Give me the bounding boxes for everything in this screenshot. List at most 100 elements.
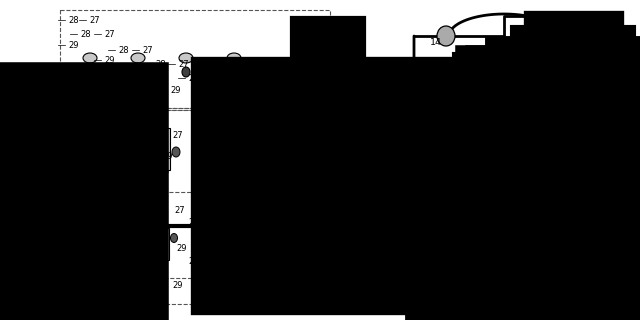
Text: 22: 22 bbox=[445, 122, 457, 131]
Text: 29: 29 bbox=[170, 85, 180, 94]
Text: 28: 28 bbox=[118, 45, 129, 54]
Text: 29: 29 bbox=[176, 244, 186, 252]
Text: 28: 28 bbox=[108, 242, 118, 251]
Text: 29: 29 bbox=[156, 269, 166, 278]
Text: 28: 28 bbox=[155, 60, 166, 68]
Ellipse shape bbox=[437, 26, 455, 46]
Text: 28: 28 bbox=[80, 29, 91, 38]
Text: 27: 27 bbox=[256, 231, 267, 241]
Ellipse shape bbox=[182, 67, 190, 77]
Ellipse shape bbox=[314, 234, 321, 243]
Text: 32: 32 bbox=[226, 171, 238, 180]
Ellipse shape bbox=[555, 142, 569, 154]
Text: 5: 5 bbox=[152, 140, 157, 148]
Bar bbox=[388, 64, 578, 154]
Circle shape bbox=[411, 59, 417, 65]
Text: 5: 5 bbox=[228, 231, 233, 241]
Ellipse shape bbox=[131, 53, 145, 63]
Text: 29: 29 bbox=[122, 148, 132, 156]
Bar bbox=[62, 138, 78, 180]
Text: FR.: FR. bbox=[50, 273, 68, 283]
Text: 29: 29 bbox=[200, 157, 211, 166]
Text: 27: 27 bbox=[104, 29, 115, 38]
Bar bbox=[251, 228, 265, 260]
Text: 27: 27 bbox=[218, 223, 228, 233]
Bar bbox=[110, 192, 390, 304]
Text: 28: 28 bbox=[30, 180, 40, 189]
Ellipse shape bbox=[227, 53, 241, 63]
Ellipse shape bbox=[156, 168, 168, 176]
Text: 28: 28 bbox=[108, 282, 118, 291]
Ellipse shape bbox=[595, 217, 605, 223]
Ellipse shape bbox=[205, 258, 215, 265]
Text: 4: 4 bbox=[420, 274, 426, 283]
Ellipse shape bbox=[423, 276, 433, 288]
Ellipse shape bbox=[595, 203, 605, 210]
Text: 33: 33 bbox=[570, 114, 582, 123]
Ellipse shape bbox=[52, 157, 60, 167]
Ellipse shape bbox=[595, 230, 605, 237]
Ellipse shape bbox=[222, 147, 230, 157]
Text: 20: 20 bbox=[594, 218, 606, 227]
Bar bbox=[111, 124, 121, 132]
Text: 27: 27 bbox=[142, 45, 152, 54]
Ellipse shape bbox=[528, 242, 540, 254]
Bar bbox=[157, 122, 167, 130]
Text: 34: 34 bbox=[330, 180, 342, 189]
Ellipse shape bbox=[195, 234, 202, 243]
Text: 5: 5 bbox=[62, 119, 67, 129]
Text: 25: 25 bbox=[541, 229, 553, 238]
Text: 26: 26 bbox=[462, 167, 474, 177]
Text: 30: 30 bbox=[494, 215, 506, 225]
Ellipse shape bbox=[126, 149, 134, 159]
Text: 17: 17 bbox=[497, 143, 509, 153]
Text: 24: 24 bbox=[609, 276, 621, 284]
Text: 6: 6 bbox=[330, 47, 336, 57]
Ellipse shape bbox=[266, 234, 273, 243]
Ellipse shape bbox=[609, 270, 619, 286]
Text: 35: 35 bbox=[419, 279, 431, 289]
Ellipse shape bbox=[144, 147, 152, 157]
Text: 27: 27 bbox=[212, 74, 223, 83]
Text: 5: 5 bbox=[196, 244, 201, 252]
Ellipse shape bbox=[86, 67, 94, 77]
Text: B-4: B-4 bbox=[564, 15, 585, 25]
Text: 28: 28 bbox=[108, 269, 118, 278]
Text: 27: 27 bbox=[172, 131, 182, 140]
Ellipse shape bbox=[595, 288, 605, 300]
Bar bbox=[108, 130, 124, 172]
Text: 14: 14 bbox=[366, 125, 378, 134]
Bar bbox=[65, 132, 75, 140]
Text: 1: 1 bbox=[430, 260, 436, 269]
Text: 29: 29 bbox=[188, 258, 198, 267]
Text: 5: 5 bbox=[116, 133, 121, 142]
Ellipse shape bbox=[591, 219, 601, 233]
Bar bbox=[476, 72, 564, 94]
Text: 35: 35 bbox=[607, 292, 619, 300]
Text: 29: 29 bbox=[78, 143, 88, 153]
Text: 29: 29 bbox=[68, 41, 79, 50]
Ellipse shape bbox=[230, 67, 238, 77]
Text: T2A4E0310D: T2A4E0310D bbox=[579, 303, 628, 312]
Bar bbox=[60, 10, 330, 110]
Text: 21: 21 bbox=[557, 212, 569, 220]
Text: 5: 5 bbox=[208, 258, 213, 267]
Text: 10: 10 bbox=[590, 165, 602, 174]
Ellipse shape bbox=[291, 234, 298, 243]
Circle shape bbox=[577, 81, 583, 87]
Ellipse shape bbox=[83, 53, 97, 63]
Text: 7: 7 bbox=[592, 202, 598, 211]
Ellipse shape bbox=[194, 147, 202, 157]
Ellipse shape bbox=[446, 121, 458, 135]
Text: 2: 2 bbox=[368, 161, 374, 170]
Text: 29: 29 bbox=[104, 55, 115, 65]
Text: 11: 11 bbox=[367, 103, 379, 113]
Bar bbox=[155, 228, 169, 260]
Ellipse shape bbox=[301, 258, 311, 265]
Ellipse shape bbox=[98, 149, 106, 159]
Text: 18: 18 bbox=[420, 196, 432, 204]
Ellipse shape bbox=[170, 234, 177, 243]
Ellipse shape bbox=[157, 258, 167, 265]
Ellipse shape bbox=[450, 75, 462, 89]
Circle shape bbox=[427, 73, 433, 79]
